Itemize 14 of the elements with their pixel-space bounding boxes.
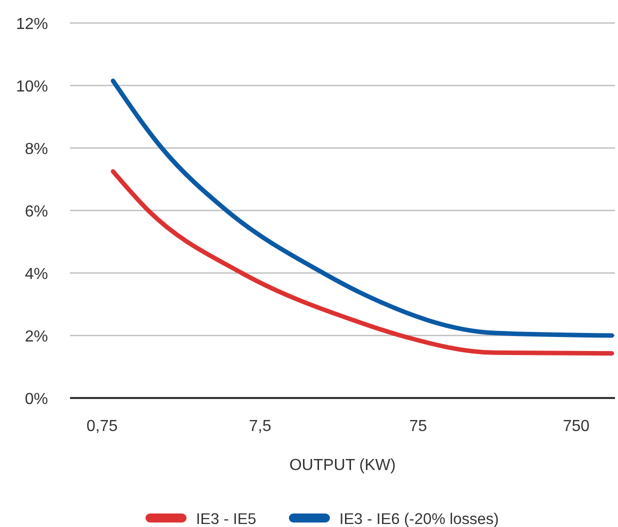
legend-label: IE3 - IE6 (-20% losses)	[339, 511, 499, 527]
y-tick-label: 12%	[16, 16, 48, 33]
x-tick-label: 750	[562, 418, 590, 435]
y-tick-label: 8%	[24, 141, 48, 158]
y-tick-label: 0%	[24, 391, 48, 408]
legend-label: IE3 - IE5	[196, 511, 256, 527]
x-tick-label: 75	[409, 418, 428, 435]
x-tick-label: 0,75	[86, 418, 118, 435]
y-tick-label: 4%	[24, 266, 48, 283]
x-tick-label: 7,5	[248, 418, 272, 435]
y-tick-label: 6%	[24, 204, 48, 220]
x-axis-title: OUTPUT (KW)	[289, 457, 396, 474]
y-tick-label: 2%	[24, 328, 48, 346]
y-tick-label: 10%	[16, 78, 48, 96]
